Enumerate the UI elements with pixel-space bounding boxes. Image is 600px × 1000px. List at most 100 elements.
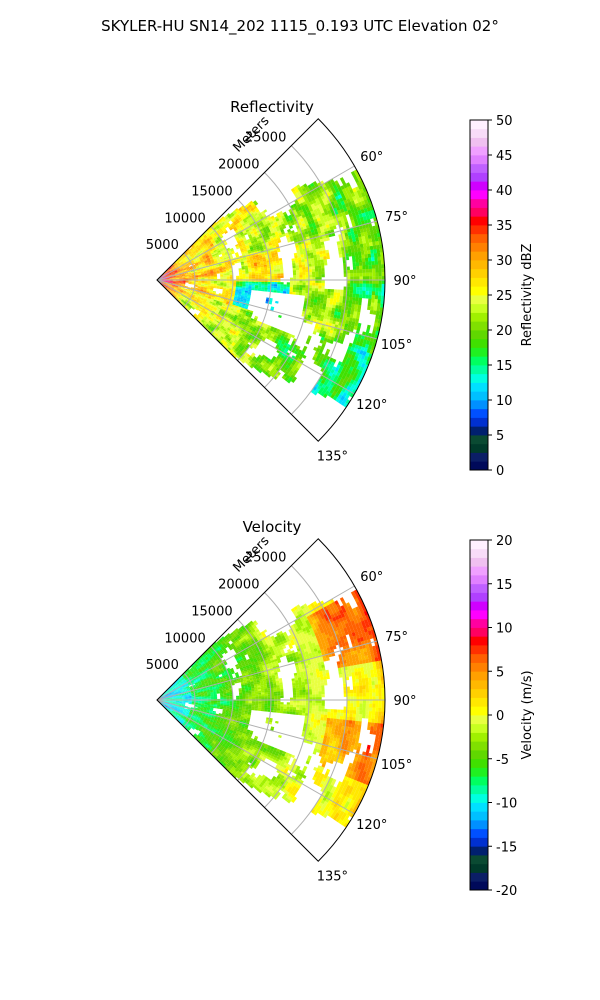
reflectivity-gate [247,226,252,230]
reflectivity-gate [213,249,217,253]
reflectivity-gate [357,184,363,191]
reflectivity-gate [181,264,185,267]
reflectivity-gate [181,263,185,266]
reflectivity-gate [205,242,209,246]
reflectivity-gate [354,177,360,183]
reflectivity-gate [204,252,208,255]
reflectivity-gate [329,301,334,305]
reflectivity-gate [302,267,306,270]
reflectivity-gate [182,266,186,268]
reflectivity-gate [314,291,319,295]
reflectivity-gate [371,257,375,262]
reflectivity-gate [171,271,175,274]
reflectivity-gate [273,267,277,270]
reflectivity-gate [172,266,176,270]
reflectivity-gate [202,243,206,247]
reflectivity-gate [193,253,197,256]
reflectivity-gate [218,218,222,222]
reflectivity-title: Reflectivity [230,98,314,116]
reflectivity-gate [246,224,251,228]
reflectivity-gate [254,285,259,288]
reflectivity-gate [369,272,373,277]
reflectivity-gate [312,199,317,204]
reflectivity-gate [220,216,225,220]
reflectivity-gate [375,280,379,285]
reflectivity-gate [162,275,166,278]
reflectivity-gate [179,260,182,263]
reflectivity-gate [242,218,247,222]
reflectivity-gate [198,243,202,247]
reflectivity-gate [207,280,211,282]
reflectivity-gate [331,181,337,187]
reflectivity-colorbar-segment [470,408,488,418]
reflectivity-gate [199,250,203,254]
reflectivity-gate [195,250,200,254]
reflectivity-gate [176,262,180,265]
reflectivity-gate [209,232,213,236]
reflectivity-gate [187,250,191,254]
reflectivity-gate [224,230,228,235]
reflectivity-gate [299,274,303,278]
reflectivity-gate [280,286,284,289]
reflectivity-gate [280,271,284,274]
reflectivity-gate [352,259,356,264]
reflectivity-gate [302,287,306,291]
reflectivity-gate [325,184,331,190]
reflectivity-gate [372,287,376,292]
reflectivity-gate [183,260,187,263]
reflectivity-gate [180,257,184,260]
reflectivity-gate [310,196,316,202]
reflectivity-gate [369,245,374,251]
reflectivity-gate [350,245,355,250]
reflectivity-gate [242,229,246,233]
reflectivity-gate [232,214,236,219]
reflectivity-gate [321,268,325,272]
reflectivity-gate [161,273,165,277]
reflectivity-gate [206,257,210,260]
reflectivity-gate [210,278,214,280]
reflectivity-gate [319,192,324,197]
reflectivity-gate [304,213,309,218]
reflectivity-gate [352,266,357,270]
reflectivity-colorbar-segment [470,172,488,182]
reflectivity-gate [373,249,378,254]
reflectivity-gate [235,219,240,223]
reflectivity-gate [159,277,163,279]
reflectivity-gate [175,260,179,264]
reflectivity-gate [263,216,268,221]
reflectivity-gate [167,271,171,274]
reflectivity-gate [164,271,167,275]
reflectivity-gate [334,195,340,201]
reflectivity-gate [295,270,300,273]
reflectivity-gate [198,249,202,252]
reflectivity-gate [280,273,284,276]
reflectivity-gate [206,238,210,242]
reflectivity-gate [354,248,358,253]
reflectivity-gate [203,258,207,262]
reflectivity-gate [359,180,364,186]
reflectivity-gate [205,237,209,241]
reflectivity-gate [242,273,246,276]
reflectivity-gate [171,271,175,274]
reflectivity-gate [338,254,343,258]
reflectivity-gate [359,283,363,288]
reflectivity-gate [360,250,365,256]
reflectivity-gate [248,235,253,239]
reflectivity-gate [233,216,237,220]
reflectivity-gate [306,209,311,214]
reflectivity-gate [235,225,240,229]
reflectivity-gate [326,255,330,260]
reflectivity-colorbar-segment [470,312,488,322]
reflectivity-gate [196,246,201,250]
reflectivity-gate [317,259,321,264]
reflectivity-gate [245,229,250,233]
reflectivity-gate [207,278,211,280]
reflectivity-gate [189,248,193,251]
reflectivity-gate [205,255,209,258]
reflectivity-gate [220,225,224,229]
reflectivity-gate [202,233,206,237]
reflectivity-gate [245,222,250,227]
reflectivity-gate [185,257,189,261]
reflectivity-gate [194,248,198,252]
